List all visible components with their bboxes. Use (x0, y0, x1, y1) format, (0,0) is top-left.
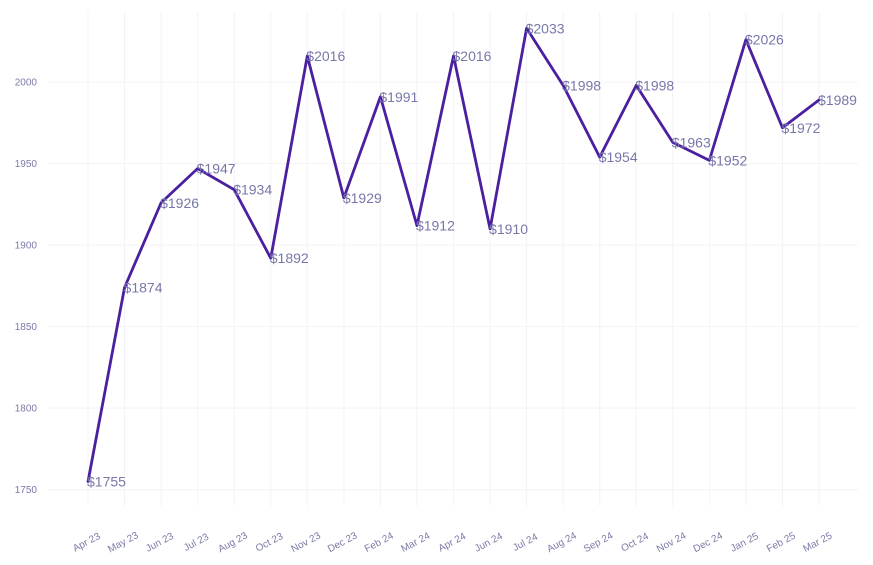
data-label: $1998 (562, 77, 601, 93)
x-tick-label: Aug 23 (216, 530, 250, 555)
x-tick-label: Jun 23 (144, 531, 176, 555)
grid-layer (48, 12, 858, 506)
series-line (86, 26, 821, 483)
data-label: $1910 (489, 221, 528, 237)
x-tick-label: Nov 24 (655, 530, 689, 555)
data-label: $1934 (233, 182, 272, 198)
x-tick-label: Jun 24 (473, 531, 505, 555)
y-tick-label: 2000 (15, 78, 38, 89)
data-label: $1755 (87, 474, 126, 490)
y-tick-label: 1900 (15, 241, 38, 252)
x-tick-label: Dec 24 (692, 530, 726, 555)
data-label: $1892 (270, 250, 309, 266)
y-tick-label: 1750 (15, 485, 38, 496)
data-label: $1972 (781, 120, 820, 136)
x-tick-label: Jul 23 (182, 531, 211, 553)
x-tick-label: Feb 24 (363, 530, 396, 555)
y-tick-label: 1950 (15, 159, 38, 170)
data-label: $2026 (745, 32, 784, 48)
data-label: $1952 (708, 152, 747, 168)
x-tick-label: Jan 25 (729, 531, 761, 555)
x-tick-label: Apr 23 (71, 531, 103, 555)
data-label: $1963 (672, 134, 711, 150)
data-label: $2016 (453, 48, 492, 64)
data-label: $1912 (416, 218, 455, 234)
x-tick-label: Mar 24 (399, 530, 432, 555)
x-tick-label: Apr 24 (437, 531, 469, 555)
x-tick-label: Dec 23 (326, 530, 360, 555)
x-tick-label: Oct 23 (254, 531, 286, 555)
data-label: $2033 (526, 20, 565, 36)
x-tick-label: Jul 24 (511, 531, 540, 553)
label-layer: $1755 $1874 $1926 $1947 $1934 $1892 $2016 $1929… (87, 20, 857, 489)
data-label: $1989 (818, 92, 857, 108)
x-tick-label: Aug 24 (545, 530, 579, 555)
y-tick-label: 1850 (15, 322, 38, 333)
line-layer (86, 26, 821, 483)
x-tick-label: Nov 23 (290, 530, 324, 555)
data-label: $1874 (124, 280, 163, 296)
x-tick-label: Sep 24 (582, 530, 616, 555)
x-tick-label: Oct 24 (619, 531, 651, 555)
x-tick-label: Mar 25 (802, 530, 835, 555)
data-label: $1929 (343, 190, 382, 206)
data-label: $1998 (635, 77, 674, 93)
data-label: $1954 (599, 149, 638, 165)
data-label: $1926 (160, 195, 199, 211)
data-label: $1991 (379, 89, 418, 105)
data-label: $1947 (197, 161, 236, 177)
x-tick-label: May 23 (106, 530, 141, 555)
x-tick-label: Feb 25 (765, 530, 798, 555)
y-tick-label: 1800 (15, 404, 38, 415)
data-label: $2016 (306, 48, 345, 64)
